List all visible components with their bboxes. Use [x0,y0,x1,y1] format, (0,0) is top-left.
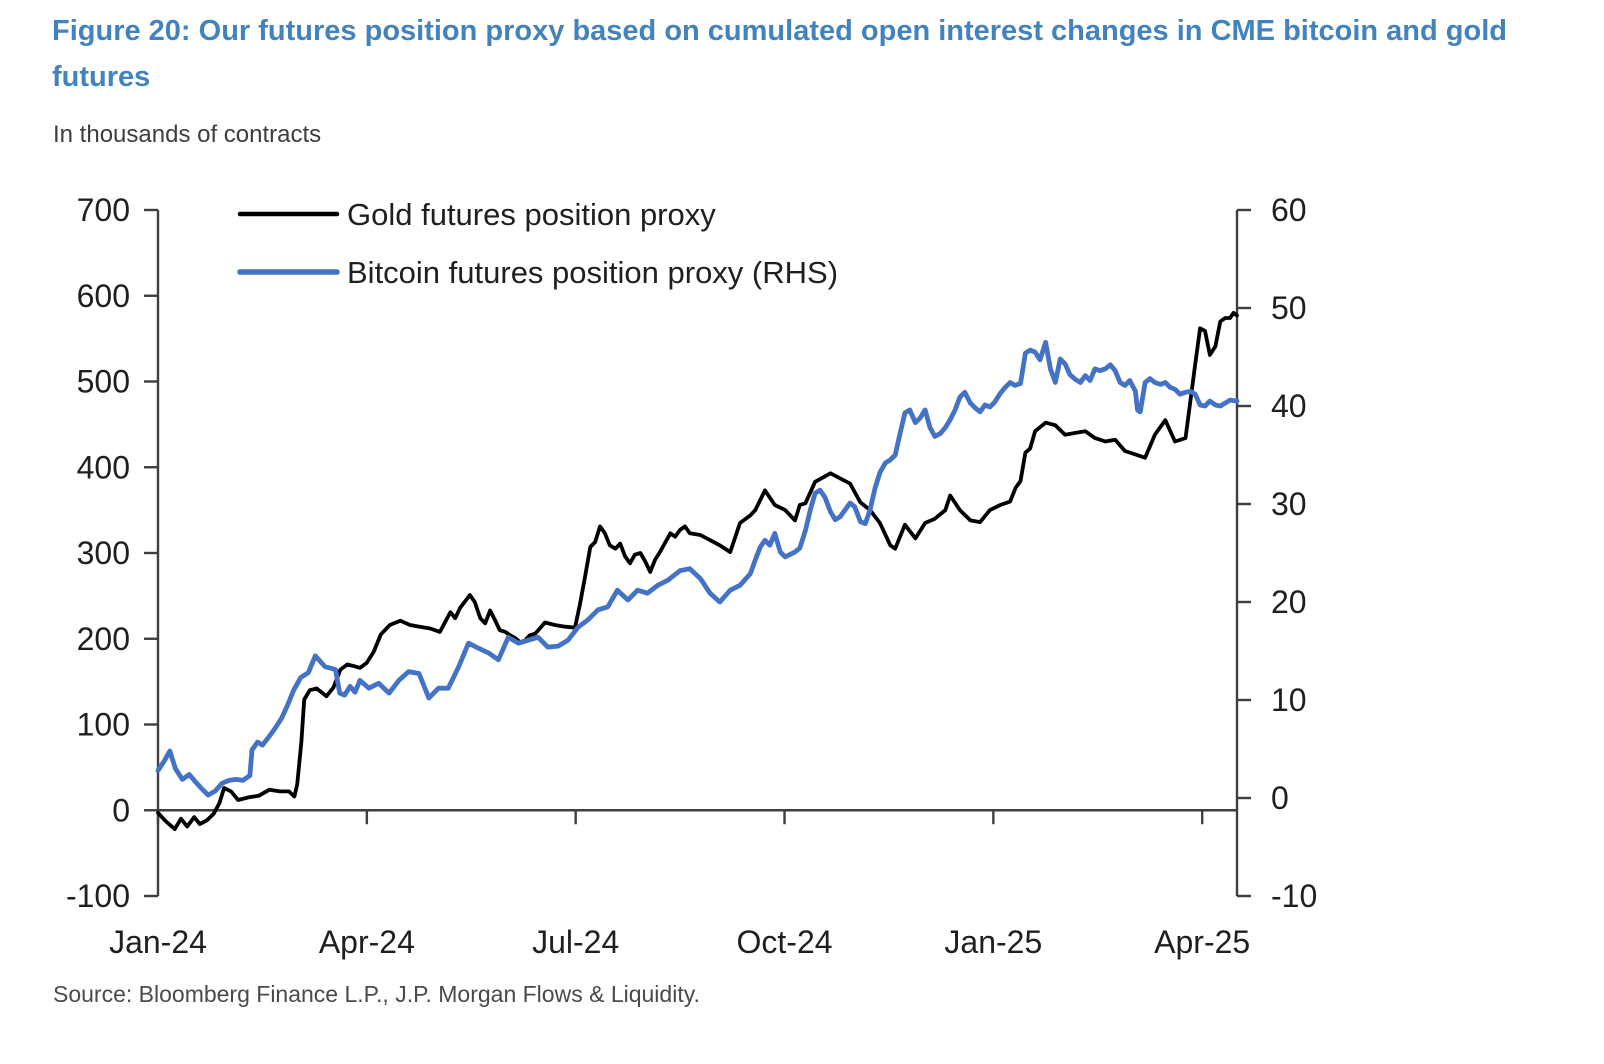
right-axis-tick-label-6: 0 [1271,780,1289,816]
x-axis-tick-label-4: Jan-25 [944,924,1042,960]
left-axis-tick-label-3: 400 [77,449,130,485]
left-axis-tick-label-0: 700 [77,192,130,228]
x-axis-tick-label-1: Apr-24 [319,924,415,960]
legend-label-bitcoin: Bitcoin futures position proxy (RHS) [347,255,838,290]
right-axis-tick-label-1: 50 [1271,290,1307,326]
series-line-bitcoin [155,339,1240,798]
left-axis-tick-label-4: 300 [77,535,130,571]
right-axis-tick-label-0: 60 [1271,192,1307,228]
right-axis-tick-label-5: 10 [1271,682,1307,718]
x-axis-tick-label-0: Jan-24 [109,924,207,960]
x-axis-tick-label-5: Apr-25 [1154,924,1250,960]
left-axis-tick-label-1: 600 [77,278,130,314]
left-axis-tick-label-2: 500 [77,364,130,400]
x-axis-tick-label-3: Oct-24 [737,924,833,960]
right-axis-tick-label-3: 30 [1271,486,1307,522]
figure-source: Source: Bloomberg Finance L.P., J.P. Mor… [53,981,700,1007]
left-axis-tick-label-6: 100 [77,707,130,743]
left-axis-tick-label-7: 0 [112,792,130,828]
left-axis-tick-label-5: 200 [77,621,130,657]
series-line-gold [156,310,1239,831]
right-axis-tick-label-7: -10 [1271,878,1317,914]
figure-title: Figure 20: Our futures position proxy ba… [52,15,1507,93]
right-axis-tick-label-2: 40 [1271,388,1307,424]
left-axis-tick-label-8: -100 [66,878,130,914]
x-axis-tick-label-2: Jul-24 [532,924,619,960]
legend-label-gold: Gold futures position proxy [347,197,716,232]
right-axis-tick-label-4: 20 [1271,584,1307,620]
figure-subtitle: In thousands of contracts [53,121,322,148]
